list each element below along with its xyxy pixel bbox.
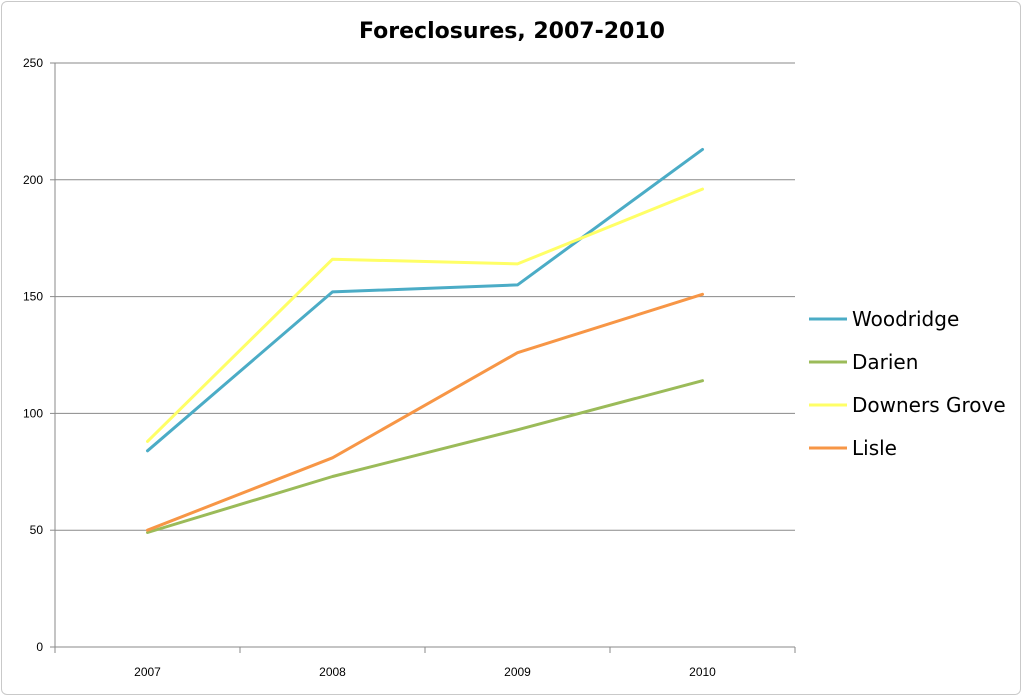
x-tick-label: 2007 bbox=[134, 665, 161, 679]
legend-label-darien: Darien bbox=[852, 350, 918, 374]
x-tick-label: 2009 bbox=[504, 665, 531, 679]
series-lines bbox=[146, 147, 704, 534]
axes bbox=[54, 63, 795, 648]
y-tick-label: 50 bbox=[30, 523, 44, 537]
y-tick-label: 150 bbox=[23, 290, 43, 304]
chart-title: Foreclosures, 2007-2010 bbox=[359, 19, 665, 44]
y-tick-label: 200 bbox=[23, 173, 43, 187]
y-tick-label: 100 bbox=[23, 406, 43, 420]
x-tick-label: 2008 bbox=[319, 665, 346, 679]
legend-label-woodridge: Woodridge bbox=[852, 307, 959, 331]
legend-label-lisle: Lisle bbox=[852, 436, 897, 460]
y-tick-label: 0 bbox=[36, 640, 43, 654]
x-tick-label: 2010 bbox=[689, 665, 716, 679]
series-line-woodridge bbox=[146, 147, 704, 453]
x-axis-ticks: 2007 2008 2009 2010 bbox=[54, 647, 796, 679]
series-line-downers-grove bbox=[146, 187, 704, 443]
gridlines bbox=[55, 62, 795, 531]
legend: Woodridge Darien Downers Grove Lisle bbox=[809, 307, 1006, 460]
series-line-darien bbox=[146, 379, 704, 534]
legend-label-downers-grove: Downers Grove bbox=[852, 393, 1006, 417]
y-tick-label: 250 bbox=[23, 56, 43, 70]
y-axis-ticks: 0 50 100 150 200 250 bbox=[23, 56, 55, 654]
series-line-lisle bbox=[146, 292, 704, 532]
